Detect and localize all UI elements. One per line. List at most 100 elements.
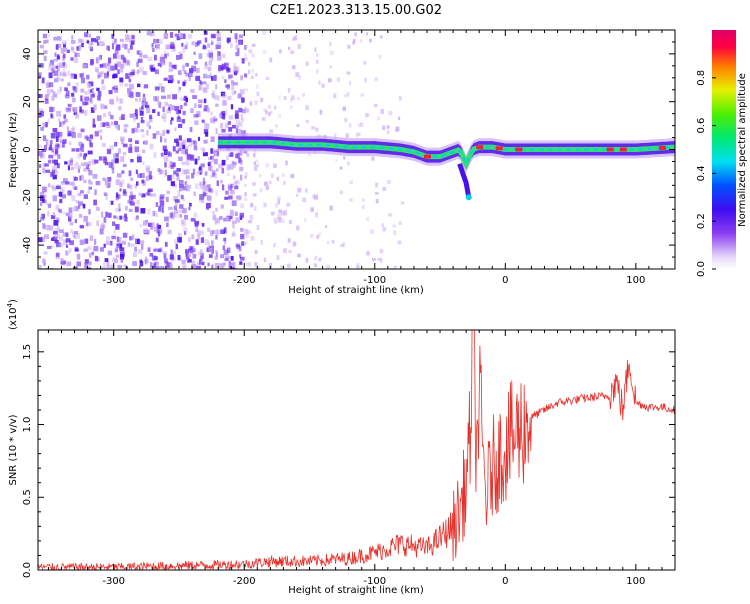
spectrogram-cell: [59, 71, 62, 76]
spectrogram-cell: [204, 64, 209, 70]
spectrogram-cell: [220, 204, 224, 209]
spectrogram-cell: [205, 83, 210, 90]
spectrogram-cell: [149, 116, 153, 123]
y-tick-label: 20: [22, 95, 33, 108]
spectrogram-cell: [278, 114, 281, 118]
spectrogram-cell: [177, 233, 182, 237]
spectrogram-cell: [164, 241, 168, 247]
svg-text:(x104): (x104): [6, 299, 19, 330]
spectrogram-cell: [80, 128, 85, 133]
spectrogram-cell: [136, 71, 139, 75]
spectrogram-cell: [215, 168, 219, 172]
spectrogram-cell: [80, 95, 83, 102]
spectrogram-cell: [38, 63, 44, 68]
spectrogram-cell: [111, 159, 115, 165]
spectrogram-cell: [112, 73, 118, 79]
y-tick-label: -40: [22, 237, 33, 253]
spectrogram-cell: [222, 53, 226, 58]
spectrogram-cell: [278, 95, 281, 100]
spectrogram-cell: [352, 41, 355, 45]
spectrogram-cell: [45, 139, 49, 146]
spectrogram-cell: [345, 133, 349, 139]
spectrogram-cell: [47, 210, 50, 217]
spectrogram-cell: [105, 121, 110, 126]
spectrogram-cell: [139, 53, 143, 58]
spectrogram-cell: [103, 217, 107, 223]
spectrogram-cell: [62, 53, 66, 59]
spectrogram-cell: [73, 57, 79, 64]
spectrogram-cell: [219, 123, 223, 129]
spectrogram-cell: [111, 235, 116, 240]
spectrogram-cell: [183, 70, 187, 75]
spectrogram-cell: [50, 215, 56, 220]
spectrogram-cell: [183, 102, 187, 106]
spectrogram-cell: [49, 144, 53, 150]
spectrogram-cell: [89, 142, 93, 148]
spectrogram-cell: [310, 207, 314, 212]
spectrogram-cell: [121, 43, 125, 48]
spectrogram-cell: [198, 85, 204, 91]
spectrogram-cell: [359, 122, 364, 127]
spectrogram-cell: [117, 124, 120, 131]
spectrogram-cell: [93, 199, 97, 206]
spectrogram-cell: [98, 56, 102, 61]
spectrogram-cell: [205, 131, 209, 137]
spectrogram-cell: [89, 89, 92, 93]
spectrogram-cell: [236, 125, 239, 129]
spectrogram-cell: [394, 265, 397, 269]
spectrogram-cell: [54, 144, 57, 151]
spectrogram-cell: [185, 251, 190, 257]
spectrogram-cell: [155, 43, 160, 50]
spectrogram-cell: [152, 210, 156, 217]
spectrogram-cell: [211, 90, 216, 95]
spectrogram-cell: [87, 89, 91, 95]
spectrogram-cell: [159, 228, 163, 234]
spectrogram-cell: [106, 236, 110, 241]
spectrogram-cell: [46, 224, 51, 231]
spectrogram-cell: [231, 233, 236, 237]
spectrogram-cell: [368, 38, 372, 43]
spectrogram-cell: [147, 222, 153, 227]
y-tick-label: 0.5: [22, 489, 33, 505]
spectrogram-cell: [96, 115, 102, 121]
spectrogram-cell: [130, 34, 135, 39]
spectrogram-cell: [50, 89, 54, 93]
spectrogram-cell: [120, 98, 123, 104]
spectrogram-cell: [88, 209, 91, 215]
spectrogram-cell: [122, 143, 128, 148]
spectrogram-cell: [260, 97, 264, 103]
spectrogram-cell: [166, 108, 172, 114]
spectrogram-cell: [153, 152, 157, 159]
spectrogram-cell: [169, 212, 174, 218]
spectrogram-cell: [224, 79, 227, 84]
spectrogram-cell: [314, 47, 317, 53]
spectrogram-cell: [182, 185, 187, 191]
spectrogram-cell: [245, 233, 250, 238]
spectrogram-cell: [96, 42, 100, 46]
spectrogram-cell: [397, 240, 402, 245]
spectrogram-cell: [99, 103, 105, 109]
spectrogram-cell: [63, 47, 68, 53]
spectrogram-cell: [38, 144, 42, 148]
colorbar-ticks: 0.0 0.2 0.4 0.6 0.8: [696, 70, 716, 277]
spectrogram-cell: [119, 81, 124, 87]
spectrogram-cell: [58, 191, 63, 197]
spectrogram-cell: [53, 36, 58, 41]
spectrogram-cell: [198, 258, 202, 265]
spectrogram-cell: [229, 42, 233, 49]
spectrogram-cell: [256, 91, 260, 97]
spectrogram-cell: [327, 240, 330, 245]
spectrogram-cell: [115, 153, 119, 158]
spectrogram-cell: [263, 108, 268, 113]
spectrogram-cell: [38, 93, 41, 98]
spectrogram-cell: [238, 246, 242, 252]
spectrogram-cell: [42, 223, 46, 229]
spectrogram-cell: [159, 200, 165, 207]
spectrogram-cell: [105, 240, 111, 246]
spectrogram-cell: [282, 248, 287, 254]
spectrogram-cell: [344, 93, 348, 98]
spectrogram-cell: [198, 166, 202, 171]
spectrogram-cell: [268, 111, 271, 117]
spectrogram-cell: [39, 195, 45, 202]
spectrogram-cell: [139, 224, 143, 228]
